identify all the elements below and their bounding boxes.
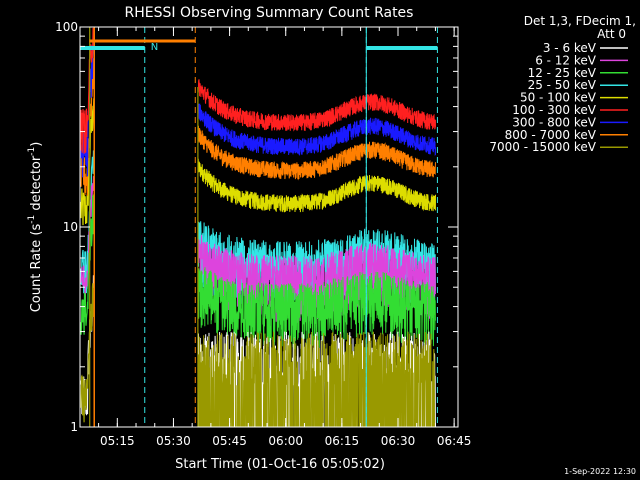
legend-entry-label: 12 - 25 keV [528,66,597,80]
x-axis-label: Start Time (01-Oct-16 05:05:02) [175,457,385,472]
legend-header-line-1: Det 1,3, FDecim 1, [524,14,636,28]
x-tick-label: 06:15 [325,434,360,448]
y-tick-label: 100 [55,20,78,34]
axes: 1 10 100 05:15 05:30 05:45 06:00 06:15 06:30 06:4… [55,20,471,448]
legend-entry-label: 800 - 7000 keV [505,128,597,142]
legend-entry-label: 3 - 6 keV [543,41,597,55]
series-8-pre [80,283,95,423]
series-7 [197,125,436,181]
series-1-pre [80,176,95,310]
legend-entry-label: 25 - 50 keV [528,78,597,92]
series-8 [197,331,436,428]
y-tick-label: 1 [70,420,78,434]
chart-title: RHESSI Observing Summary Count Rates [125,5,414,21]
y-axis-label-tail: detector [29,155,44,215]
timestamp: 1-Sep-2022 12:30 [564,467,636,476]
y-axis-label-end: ) [29,142,44,147]
series-4 [197,158,436,213]
x-tick-label: 05:45 [212,434,247,448]
y-axis-label-sup-2: -1 [27,147,37,156]
night-label: N [151,42,158,53]
series-3-pre [80,150,95,294]
series-1 [197,234,436,324]
y-axis-label-sup: -1 [27,215,37,224]
legend-entry-label: 300 - 800 keV [512,115,596,129]
legend-header-line-2: Att 0 [597,27,626,41]
series-6 [197,103,436,156]
x-tick-label: 05:15 [100,434,135,448]
series-5-pre [80,27,95,154]
y-axis-label: Count Rate (s-1 detector-1) [27,142,44,313]
x-tick-label: 06:45 [437,434,472,448]
legend-entry-label: 100 - 300 keV [512,103,596,117]
x-tick-label: 06:00 [268,434,303,448]
y-tick-label: 10 [63,220,78,234]
legend-entry-label: 6 - 12 keV [535,53,597,67]
x-tick-label: 05:30 [156,434,191,448]
legend-entry-label: 50 - 100 keV [520,91,597,105]
legend-entry-label: 7000 - 15000 keV [489,140,596,154]
x-tick-label: 06:30 [381,434,416,448]
y-axis-label-main: Count Rate (s [29,224,44,313]
series-layer [80,27,436,428]
series-5 [197,79,436,132]
